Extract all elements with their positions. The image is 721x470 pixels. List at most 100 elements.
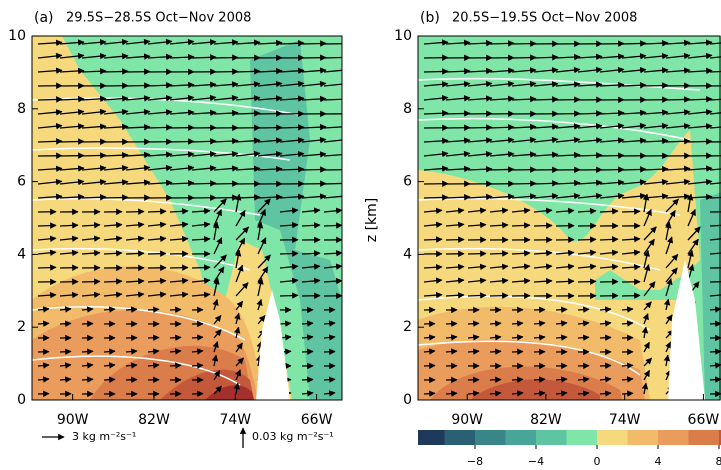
- vector: [511, 136, 537, 144]
- vector: [257, 237, 267, 255]
- vector: [555, 207, 575, 215]
- vector: [489, 124, 515, 131]
- vector: [665, 253, 679, 269]
- vector: [169, 109, 195, 116]
- vector: [577, 263, 597, 271]
- vector: [257, 39, 283, 47]
- vector: [147, 109, 173, 116]
- vector: [533, 207, 553, 215]
- vector: [599, 109, 625, 117]
- vector: [81, 194, 107, 201]
- vector: [621, 53, 647, 60]
- vector: [687, 208, 696, 227]
- vector: [81, 152, 107, 159]
- vector: [211, 354, 219, 367]
- vector: [423, 236, 443, 243]
- vector: [37, 306, 50, 313]
- colorbar: [418, 430, 721, 445]
- vector: [599, 53, 625, 60]
- vector: [213, 137, 239, 145]
- vector: [577, 376, 590, 383]
- colorbar-tick-label: −8: [467, 455, 483, 468]
- vector: [213, 94, 239, 102]
- vector: [577, 81, 603, 88]
- vector: [489, 207, 509, 214]
- x-tick-label: 82W: [138, 412, 170, 428]
- vector: [511, 320, 524, 327]
- vector: [323, 56, 342, 59]
- vector: [169, 38, 195, 46]
- vector: [213, 109, 239, 117]
- vector: [577, 53, 603, 61]
- vector: [279, 320, 292, 327]
- vector: [445, 110, 471, 117]
- vector: [234, 326, 241, 339]
- vector: [191, 180, 217, 187]
- vector: [103, 362, 116, 369]
- vector: [37, 178, 63, 186]
- vector: [621, 362, 634, 369]
- vector: [687, 123, 713, 130]
- vector: [169, 81, 195, 89]
- vector: [37, 109, 63, 116]
- vector: [533, 54, 559, 61]
- vector: [235, 39, 261, 46]
- vector: [621, 376, 634, 383]
- vector: [256, 221, 264, 241]
- vector: [489, 320, 502, 327]
- vector: [279, 137, 305, 144]
- colorbar-bin: [536, 430, 567, 445]
- vector: [103, 348, 116, 355]
- vector: [213, 277, 220, 297]
- vector: [279, 40, 305, 47]
- vector: [301, 151, 327, 158]
- vector-field: [423, 39, 721, 398]
- vector: [169, 291, 189, 298]
- vector: [257, 277, 264, 297]
- vector: [709, 98, 721, 101]
- vector: [301, 67, 327, 74]
- vector: [125, 179, 151, 186]
- vector: [301, 123, 327, 131]
- vector: [687, 108, 713, 116]
- vector: [533, 96, 559, 103]
- vector: [257, 254, 271, 269]
- vector: [643, 281, 656, 297]
- vector: [599, 152, 625, 159]
- vector: [423, 81, 449, 88]
- vector: [686, 193, 694, 213]
- vector: [103, 108, 129, 116]
- colorbar-tick-label: 8: [716, 455, 721, 468]
- vector: [555, 53, 581, 61]
- vector: [37, 138, 63, 145]
- vector: [489, 67, 515, 74]
- vector: [169, 179, 195, 187]
- topography: [668, 260, 705, 400]
- vector: [621, 320, 634, 327]
- vector: [169, 94, 195, 102]
- vector: [103, 179, 129, 186]
- vector: [423, 334, 436, 341]
- vector: [423, 150, 449, 158]
- vector: [147, 94, 173, 102]
- vector: [445, 221, 465, 229]
- vector: [555, 334, 568, 341]
- vector: [323, 249, 342, 257]
- vector: [467, 95, 493, 102]
- vector: [489, 80, 515, 88]
- vector: [445, 95, 471, 102]
- colorbar-ticks: −8 −4 0 4 8: [467, 445, 721, 468]
- vector: [687, 52, 713, 60]
- vector: [301, 95, 327, 103]
- vector: [257, 95, 283, 102]
- vector: [621, 82, 647, 89]
- vector: [125, 123, 151, 131]
- vector: [445, 348, 458, 355]
- vector: [643, 137, 669, 145]
- vector: [103, 221, 123, 229]
- vector: [599, 263, 619, 271]
- vector: [191, 277, 211, 285]
- vector: [59, 235, 79, 242]
- contour-fill: [250, 40, 342, 400]
- colorbar-tick-label: −4: [528, 455, 544, 468]
